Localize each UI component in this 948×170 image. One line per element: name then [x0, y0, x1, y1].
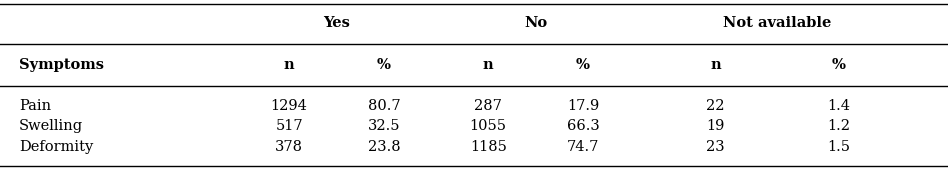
- Text: 80.7: 80.7: [368, 99, 400, 113]
- Text: 32.5: 32.5: [368, 120, 400, 133]
- Text: %: %: [576, 58, 590, 72]
- Text: Swelling: Swelling: [19, 120, 83, 133]
- Text: n: n: [483, 58, 494, 72]
- Text: Deformity: Deformity: [19, 140, 93, 154]
- Text: Not available: Not available: [723, 16, 831, 30]
- Text: 19: 19: [706, 120, 725, 133]
- Text: 287: 287: [474, 99, 502, 113]
- Text: 1294: 1294: [271, 99, 307, 113]
- Text: 74.7: 74.7: [567, 140, 599, 154]
- Text: Symptoms: Symptoms: [19, 58, 104, 72]
- Text: 23.8: 23.8: [368, 140, 400, 154]
- Text: Yes: Yes: [323, 16, 350, 30]
- Text: %: %: [377, 58, 391, 72]
- Text: 1.2: 1.2: [828, 120, 850, 133]
- Text: 17.9: 17.9: [567, 99, 599, 113]
- Text: Pain: Pain: [19, 99, 51, 113]
- Text: 1055: 1055: [469, 120, 507, 133]
- Text: 23: 23: [706, 140, 725, 154]
- Text: 22: 22: [706, 99, 725, 113]
- Text: 1.4: 1.4: [828, 99, 850, 113]
- Text: n: n: [710, 58, 721, 72]
- Text: %: %: [832, 58, 846, 72]
- Text: No: No: [524, 16, 547, 30]
- Text: 517: 517: [275, 120, 303, 133]
- Text: 1.5: 1.5: [828, 140, 850, 154]
- Text: n: n: [283, 58, 295, 72]
- Text: 378: 378: [275, 140, 303, 154]
- Text: 1185: 1185: [470, 140, 506, 154]
- Text: 66.3: 66.3: [567, 120, 599, 133]
